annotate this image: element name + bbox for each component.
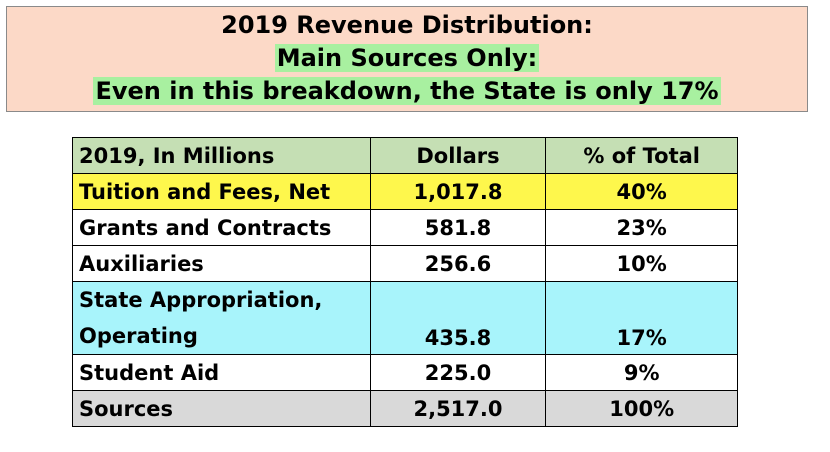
row-label: Student Aid: [72, 354, 371, 391]
row-dollars: 2,517.0: [369, 390, 547, 427]
revenue-table: 2019, In Millions Dollars % of Total Tui…: [72, 137, 738, 427]
table-row-grants: Grants and Contracts 581.8 23%: [72, 209, 738, 246]
row-label: State Appropriation, Operating: [72, 281, 371, 355]
row-dollars: 1,017.8: [369, 173, 547, 210]
table-row-tuition: Tuition and Fees, Net 1,017.8 40%: [72, 173, 738, 210]
row-label: Tuition and Fees, Net: [72, 173, 371, 210]
row-percent: 9%: [545, 354, 738, 391]
row-dollars: 256.6: [369, 245, 547, 282]
row-percent: 100%: [545, 390, 738, 427]
row-percent: 23%: [545, 209, 738, 246]
row-dollars: 581.8: [369, 209, 547, 246]
row-label: Grants and Contracts: [72, 209, 371, 246]
row-label-line-1: State Appropriation,: [79, 288, 323, 312]
table-row-state: State Appropriation, Operating 435.8 17%: [72, 281, 738, 355]
row-label: Sources: [72, 390, 371, 427]
row-dollars: 435.8: [369, 281, 547, 355]
table-header-row: 2019, In Millions Dollars % of Total: [72, 137, 738, 174]
row-dollars: 225.0: [369, 354, 547, 391]
title-line-1: 2019 Revenue Distribution:: [221, 11, 593, 39]
header-category: 2019, In Millions: [72, 137, 371, 174]
row-percent: 10%: [545, 245, 738, 282]
title-box: 2019 Revenue Distribution: Main Sources …: [6, 6, 808, 112]
table-row-auxiliaries: Auxiliaries 256.6 10%: [72, 245, 738, 282]
title-line-3: Even in this breakdown, the State is onl…: [93, 77, 721, 105]
row-percent: 17%: [545, 281, 738, 355]
row-percent: 40%: [545, 173, 738, 210]
table-row-student-aid: Student Aid 225.0 9%: [72, 354, 738, 391]
header-dollars: Dollars: [369, 137, 547, 174]
row-label: Auxiliaries: [72, 245, 371, 282]
row-label-line-2: Operating: [79, 324, 198, 348]
header-percent: % of Total: [545, 137, 738, 174]
title-line-2: Main Sources Only:: [274, 44, 540, 72]
table-row-total: Sources 2,517.0 100%: [72, 390, 738, 427]
